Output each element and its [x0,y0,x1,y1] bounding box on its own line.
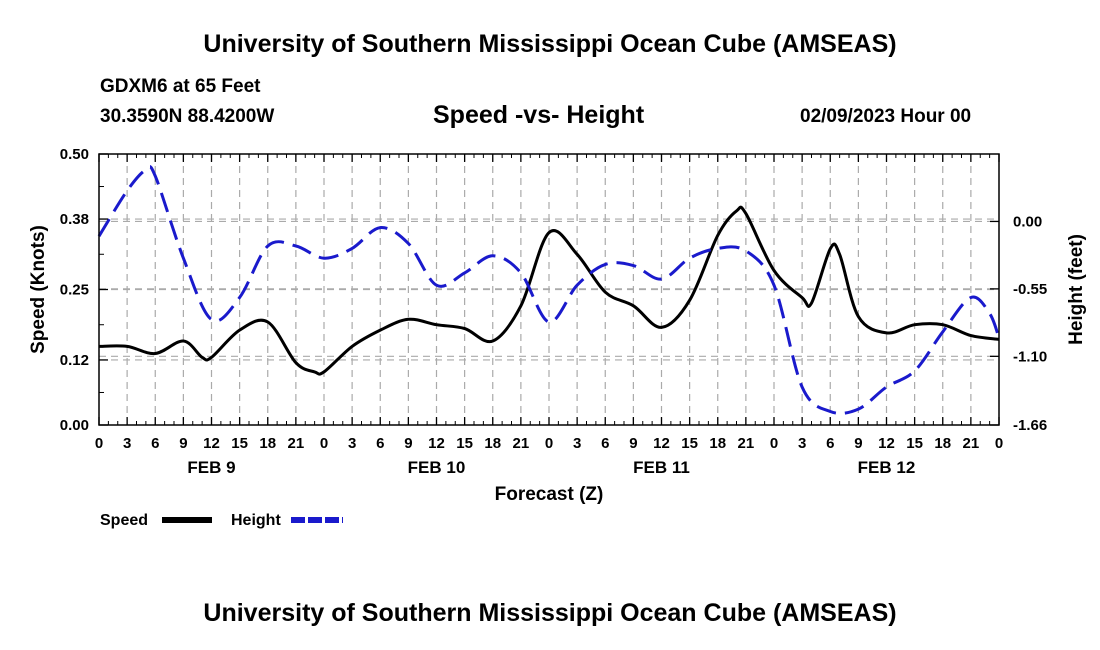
x-tick-label: 21 [738,435,755,452]
x-tick-label: 3 [798,435,806,452]
x-tick-label: 3 [123,435,131,452]
x-tick-label: 3 [573,435,581,452]
x-tick-label: 18 [484,435,501,452]
x-axis-title: Forecast (Z) [495,484,604,505]
date-label: FEB 11 [633,458,690,477]
y-left-tick-label: 0.00 [60,417,89,434]
series-line-height [97,165,1001,415]
y-right-axis-title: Height (feet) [1066,234,1087,345]
x-tick-label: 15 [906,435,923,452]
x-tick-label: 9 [854,435,862,452]
x-tick-label: 6 [151,435,159,452]
x-tick-label: 15 [681,435,698,452]
date-label: FEB 12 [858,458,916,477]
x-tick-label: 15 [456,435,473,452]
date-label: FEB 10 [408,458,466,477]
page-title: University of Southern Mississippi Ocean… [203,30,897,58]
x-tick-label: 0 [95,435,103,452]
x-tick-label: 12 [653,435,670,452]
y-left-tick-label: 0.38 [60,211,89,228]
x-tick-label: 6 [601,435,609,452]
legend-label-height: Height [231,512,281,529]
y-right-tick-label: -0.55 [1013,281,1047,298]
series-lines [97,165,1001,415]
x-tick-label: 18 [709,435,726,452]
footer-title: University of Southern Mississippi Ocean… [203,599,897,627]
x-tick-label: 0 [320,435,328,452]
forecast-datetime: 02/09/2023 Hour 00 [800,106,972,127]
y-right-tick-label: -1.66 [1013,417,1047,434]
x-tick-label: 6 [376,435,384,452]
x-tick-label: 9 [179,435,187,452]
x-tick-label: 9 [629,435,637,452]
y-right-tick-label: -1.10 [1013,348,1047,365]
x-tick-label: 9 [404,435,412,452]
legend-label-speed: Speed [100,512,148,529]
x-tick-label: 12 [428,435,445,452]
x-tick-label: 0 [545,435,553,452]
x-tick-label: 12 [878,435,895,452]
legend: Speed Height [100,512,343,529]
x-tick-label: 18 [259,435,276,452]
y-left-tick-label: 0.50 [60,146,89,163]
x-tick-label: 15 [231,435,248,452]
axes [98,153,1000,426]
date-label: FEB 9 [187,458,235,477]
axis-labels: 0 3 6 9 12 15 18 21 0 3 6 9 12 15 18 21 0 3 6 9 12 15 18 21 0 3 6 9… [28,146,1087,505]
x-tick-label: 21 [288,435,305,452]
x-tick-label: 21 [963,435,980,452]
x-tick-label: 0 [995,435,1003,452]
chart-subtitle: Speed -vs- Height [433,101,645,129]
x-tick-label: 12 [203,435,220,452]
x-tick-label: 0 [770,435,778,452]
y-left-axis-title: Speed (Knots) [28,225,49,354]
x-tick-label: 21 [513,435,530,452]
x-tick-label: 3 [348,435,356,452]
y-left-tick-label: 0.12 [60,352,89,369]
y-right-tick-label: 0.00 [1013,213,1042,230]
station-label: GDXM6 at 65 Feet [100,76,261,97]
grid [99,154,999,425]
series-line-speed [98,205,1000,376]
x-tick-label: 18 [934,435,951,452]
y-left-tick-label: 0.25 [60,282,89,299]
x-tick-label: 6 [826,435,834,452]
station-coordinates: 30.3590N 88.4200W [100,106,275,127]
